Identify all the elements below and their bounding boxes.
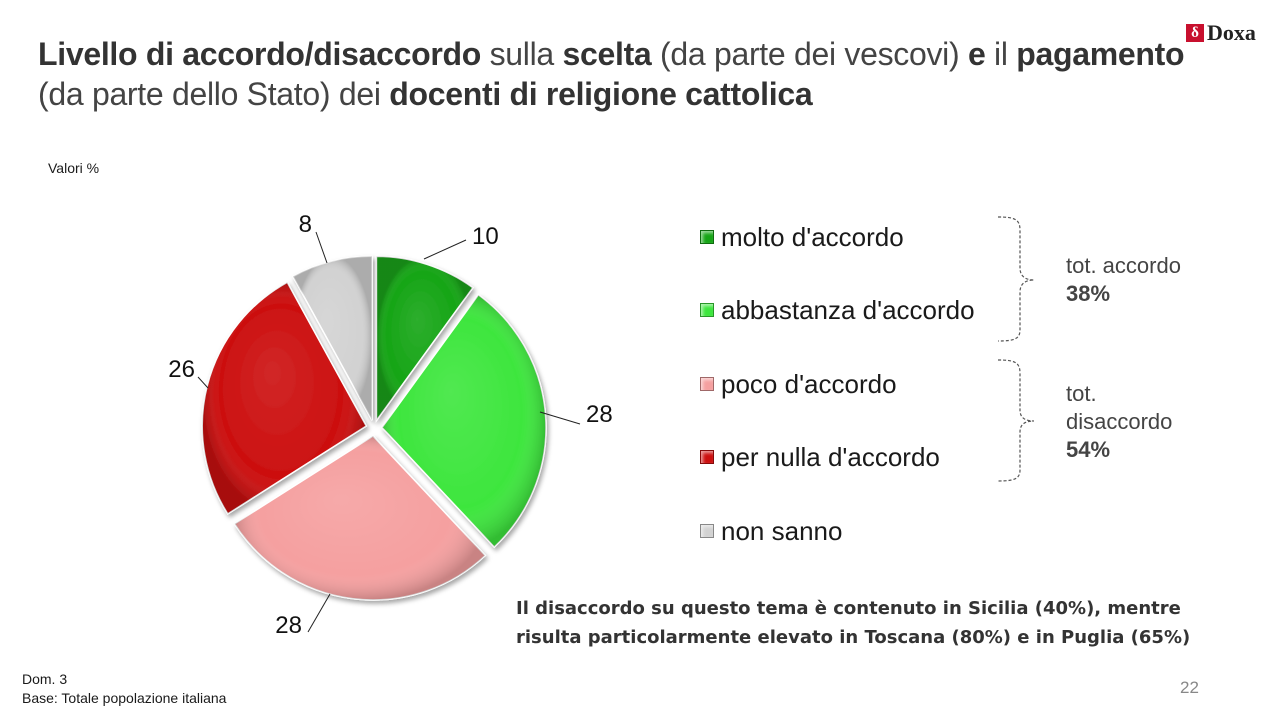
title-segment: e [967, 36, 986, 72]
legend-label: poco d'accordo [721, 369, 897, 399]
legend-item-per-nulla-accordo: per nulla d'accordo [700, 442, 940, 472]
leader-line [315, 231, 328, 264]
doxa-logo: δ Doxa [1186, 20, 1256, 46]
group-accordo: tot. accordo 38% [1066, 252, 1181, 308]
sample-base: Base: Totale popolazione italiana [22, 690, 227, 706]
legend-item-abbastanza-accordo: abbastanza d'accordo [700, 295, 975, 325]
legend-label: per nulla d'accordo [721, 442, 940, 472]
title-segment: il [985, 36, 1017, 72]
legend-swatch [700, 230, 714, 244]
data-label: 28 [275, 612, 302, 639]
legend-swatch [700, 377, 714, 391]
data-label: 28 [586, 401, 613, 428]
data-label: 10 [472, 223, 499, 250]
legend-swatch [700, 450, 714, 464]
group-disaccordo-value: 54% [1066, 437, 1111, 462]
group-disaccordo-label: tot. disaccordo [1066, 381, 1173, 434]
page-number: 22 [1180, 678, 1199, 697]
legend-label: molto d'accordo [721, 222, 904, 252]
footer: Dom. 3 Base: Totale popolazione italiana [22, 670, 226, 708]
leader-line [307, 593, 331, 633]
title-segment: docenti di religione cattolica [389, 76, 813, 112]
title-segment: Livello di accordo/disaccordo [38, 36, 481, 72]
legend-label: non sanno [721, 516, 843, 546]
data-label: 26 [168, 356, 195, 383]
pie-slice-shading [381, 294, 546, 548]
pie-slice-shading [376, 256, 473, 421]
doxa-logo-text: Doxa [1207, 20, 1256, 45]
regional-note: Il disaccordo su questo tema è contenuto… [516, 598, 1191, 648]
page-title: Livello di accordo/disaccordo sulla scel… [38, 34, 1198, 114]
legend-swatch [700, 303, 714, 317]
data-label: 8 [299, 211, 312, 238]
title-segment: (da parte dello Stato) dei [38, 76, 390, 112]
leader-line [423, 239, 467, 260]
title-segment: (da parte dei vescovi) [651, 36, 968, 72]
group-accordo-label: tot. accordo [1066, 253, 1181, 278]
leader-line [539, 411, 581, 425]
title-segment: sulla [480, 36, 563, 72]
legend-item-poco-accordo: poco d'accordo [700, 369, 897, 399]
unit-label: Valori % [48, 160, 100, 176]
legend-swatch [700, 524, 714, 538]
pie-slice-shading [293, 256, 373, 421]
title-segment: pagamento [1016, 36, 1185, 72]
group-disaccordo: tot. disaccordo 54% [1066, 380, 1206, 464]
pie-slice-shading [202, 282, 367, 514]
pie-slice-shading [234, 435, 486, 600]
doxa-logo-mark: δ [1186, 24, 1204, 42]
question-ref: Dom. 3 [22, 671, 68, 687]
leader-line [197, 376, 209, 389]
legend-label: abbastanza d'accordo [721, 295, 975, 325]
title-segment: scelta [562, 36, 652, 72]
legend-item-non-sanno: non sanno [700, 516, 842, 546]
legend-item-molto-accordo: molto d'accordo [700, 222, 904, 252]
group-accordo-value: 38% [1066, 281, 1111, 306]
